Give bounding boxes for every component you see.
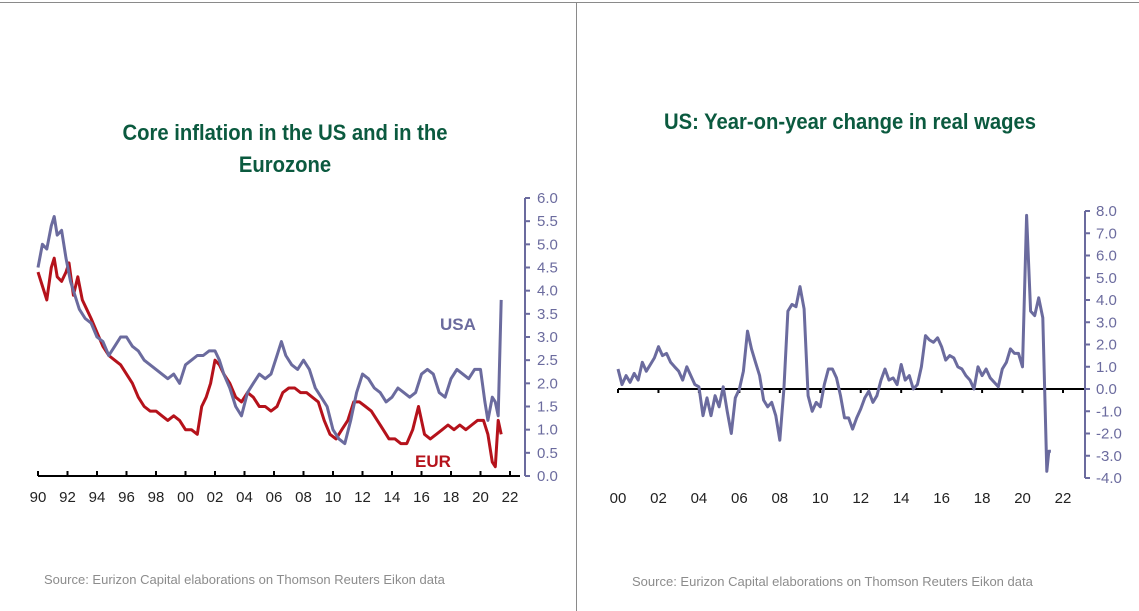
right-y-tick-label: -3.0 <box>1096 448 1122 465</box>
right-y-tick-label: -2.0 <box>1096 426 1122 443</box>
right-x-tick-label: 22 <box>1055 490 1072 507</box>
right-y-tick-label: 5.0 <box>1096 270 1117 287</box>
left-x-tick-label: 08 <box>295 489 312 506</box>
left-y-tick-label: 4.5 <box>537 260 558 277</box>
left-x-tick-label: 22 <box>502 489 519 506</box>
left-x-tick-label: 94 <box>89 489 106 506</box>
left-x-tick-label: 98 <box>148 489 165 506</box>
left-x-tick-label: 04 <box>236 489 253 506</box>
right-y-tick-label: 6.0 <box>1096 248 1117 265</box>
left-y-tick-label: 2.5 <box>537 352 558 369</box>
panel-divider <box>576 2 577 611</box>
right-y-tick-label: 4.0 <box>1096 292 1117 309</box>
left-y-tick-label: 3.5 <box>537 306 558 323</box>
right-x-tick-label: 16 <box>933 490 950 507</box>
right-y-tick-label: 0.0 <box>1096 381 1117 398</box>
eur-series-label: EUR <box>415 452 451 471</box>
left-x-tick-label: 10 <box>325 489 342 506</box>
right-x-tick-label: 14 <box>893 490 910 507</box>
right-x-tick-label: 02 <box>650 490 667 507</box>
right-x-tick-label: 10 <box>812 490 829 507</box>
right-y-tick-label: -1.0 <box>1096 403 1122 420</box>
left-x-tick-label: 96 <box>118 489 135 506</box>
right-chart: 00 02 04 06 08 10 12 14 16 18 20 22 8.0 7.0 6.0 5.0 4.0 3… <box>610 203 1122 507</box>
right-chart-title: US: Year-on-year change in real wages <box>664 109 1036 134</box>
left-series-usa <box>36 215 503 446</box>
top-rule <box>0 2 1139 3</box>
usa-series-label: USA <box>440 315 476 334</box>
left-x-tick-label: 90 <box>30 489 47 506</box>
left-y-tick-label: 0.0 <box>537 468 558 485</box>
left-series-eur <box>36 256 503 469</box>
right-x-tick-label: 18 <box>974 490 991 507</box>
right-series-real-wages <box>616 213 1051 473</box>
left-chart: 90 92 94 96 98 00 02 04 06 08 10 12 14 16 18 20 22 0.0 0.5… <box>30 190 558 506</box>
left-chart-title-line-2: Eurozone <box>238 152 332 177</box>
left-y-tick-label: 1.5 <box>537 399 558 416</box>
left-x-tick-label: 02 <box>207 489 224 506</box>
right-y-tick-label: -4.0 <box>1096 470 1122 487</box>
left-y-tick-label: 4.0 <box>537 283 558 300</box>
right-y-tick-label: 1.0 <box>1096 359 1117 376</box>
right-x-tick-label: 08 <box>771 490 788 507</box>
left-source-note: Source: Eurizon Capital elaborations on … <box>44 572 445 587</box>
right-y-tick-label: 3.0 <box>1096 314 1117 331</box>
left-y-tick-label: 3.0 <box>537 329 558 346</box>
left-x-tick-label: 18 <box>443 489 460 506</box>
left-chart-title-line-1: Core inflation in the US and in the <box>122 120 448 145</box>
left-x-tick-label: 06 <box>266 489 283 506</box>
left-x-tick-label: 16 <box>413 489 430 506</box>
left-y-tick-label: 0.5 <box>537 445 558 462</box>
right-x-tick-label: 00 <box>610 490 627 507</box>
right-x-tick-label: 06 <box>731 490 748 507</box>
right-x-tick-label: 12 <box>852 490 869 507</box>
left-y-tick-label: 1.0 <box>537 422 558 439</box>
right-y-tick-label: 2.0 <box>1096 337 1117 354</box>
left-chart-title: Core inflation in the US and in the Euro… <box>78 117 492 181</box>
left-y-tick-label: 5.5 <box>537 213 558 230</box>
left-y-tick-label: 5.0 <box>537 236 558 253</box>
left-x-tick-label: 00 <box>177 489 194 506</box>
left-x-tick-label: 12 <box>354 489 371 506</box>
left-y-tick-label: 2.0 <box>537 375 558 392</box>
right-y-tick-label: 7.0 <box>1096 225 1117 242</box>
left-x-tick-label: 14 <box>384 489 401 506</box>
left-x-tick-label: 92 <box>59 489 76 506</box>
left-y-tick-label: 6.0 <box>537 190 558 207</box>
right-source-note: Source: Eurizon Capital elaborations on … <box>632 574 1033 589</box>
right-x-tick-label: 20 <box>1014 490 1031 507</box>
left-x-tick-label: 20 <box>472 489 489 506</box>
right-x-tick-label: 04 <box>691 490 708 507</box>
right-y-tick-label: 8.0 <box>1096 203 1117 220</box>
